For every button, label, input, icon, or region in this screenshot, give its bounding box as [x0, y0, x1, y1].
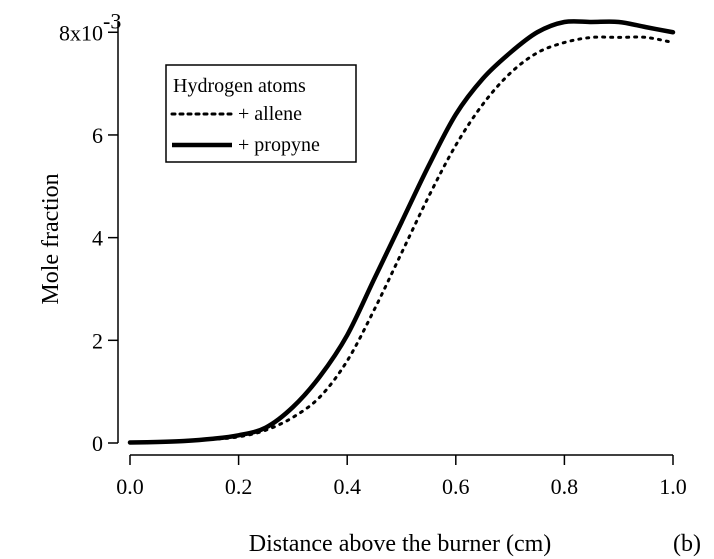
x-tick-label: 0.8 [551, 474, 579, 499]
panel-label: (b) [673, 531, 701, 557]
legend-title: Hydrogen atoms [173, 75, 306, 97]
series-line-propyne [127, 18, 676, 445]
y-tick-label: 8x10 [59, 20, 103, 45]
y-tick-label: 0 [92, 431, 103, 456]
legend-label-allene: + allene [238, 103, 302, 125]
x-ticks: 0.0 0.2 0.4 0.6 0.8 1.0 [116, 455, 687, 499]
y-tick-label: 6 [92, 123, 103, 148]
legend-label-propyne: + propyne [238, 134, 320, 156]
y-tick-label: 4 [92, 226, 103, 251]
x-tick-label: 0.6 [442, 474, 470, 499]
y-ticks: 0 2 4 6 8x10 -3 [59, 8, 121, 456]
y-tick-exponent: -3 [103, 8, 121, 33]
x-tick-label: 0.0 [116, 474, 144, 499]
x-tick-label: 1.0 [659, 474, 687, 499]
x-axis-title: Distance above the burner (cm) [249, 531, 552, 557]
x-tick-label: 0.2 [225, 474, 253, 499]
legend: Hydrogen atoms + allene + propyne [165, 64, 357, 163]
x-tick-label: 0.4 [333, 474, 361, 499]
y-axis-title: Mole fraction [38, 173, 64, 304]
series-layer [127, 18, 676, 445]
y-tick-label: 2 [92, 328, 103, 353]
